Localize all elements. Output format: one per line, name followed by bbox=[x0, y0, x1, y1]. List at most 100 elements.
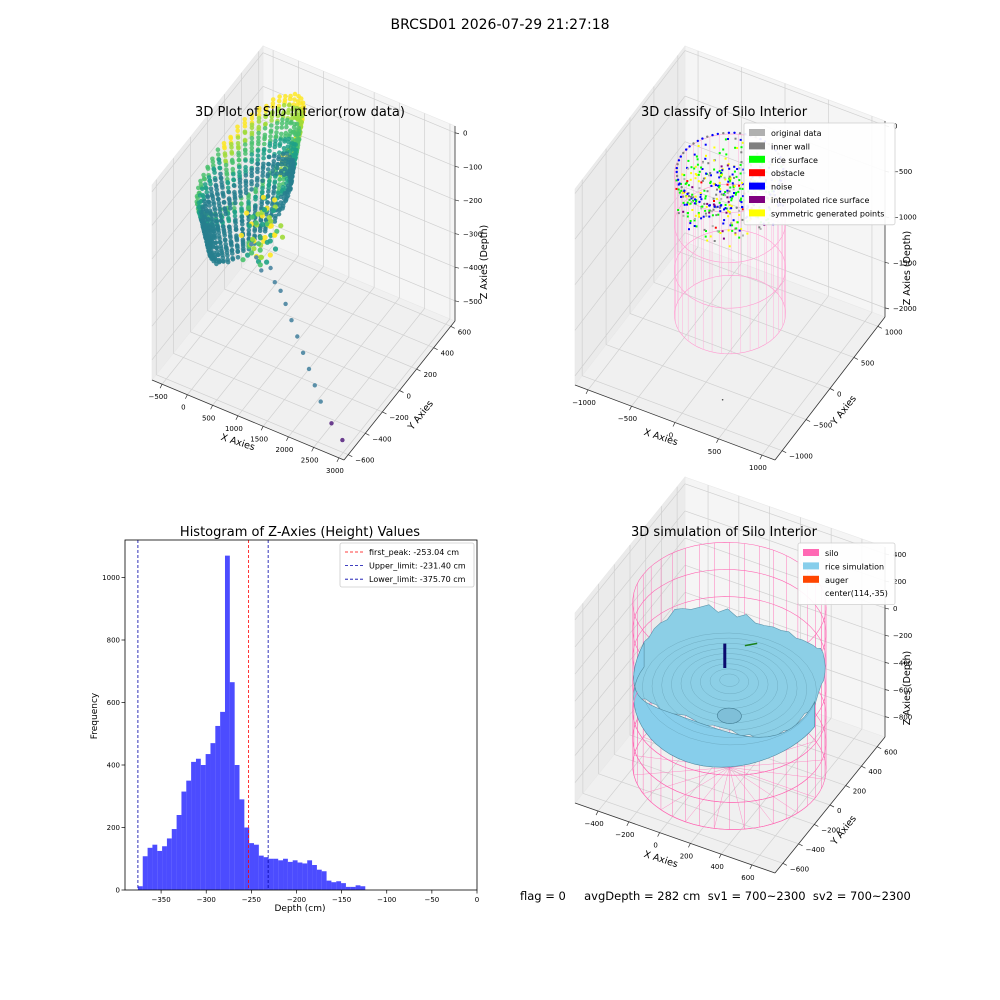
raw-point bbox=[242, 142, 248, 147]
hist-bar bbox=[307, 860, 313, 890]
classify-point bbox=[705, 154, 707, 157]
raw-point bbox=[261, 151, 267, 156]
raw-point bbox=[249, 187, 254, 192]
raw-point bbox=[288, 120, 294, 126]
raw-point bbox=[203, 203, 208, 209]
classify-point bbox=[709, 180, 712, 183]
classify-point bbox=[759, 227, 762, 230]
panel-histogram: Histogram of Z-Axies (Height) Values −35… bbox=[90, 525, 479, 914]
raw-point bbox=[215, 224, 221, 230]
raw-point bbox=[237, 180, 243, 186]
hist-bar bbox=[186, 780, 192, 891]
classify-point bbox=[709, 182, 712, 184]
classify-point bbox=[727, 138, 729, 140]
classify-point bbox=[704, 143, 707, 146]
raw-point bbox=[255, 148, 261, 153]
classify-x-tick-label: −500 bbox=[618, 415, 637, 423]
hist-bar bbox=[283, 858, 288, 890]
classify-point bbox=[695, 225, 698, 228]
classify-point bbox=[724, 194, 727, 197]
classify-point bbox=[722, 237, 725, 240]
sim-z-grid bbox=[574, 537, 686, 675]
classify-point bbox=[741, 187, 744, 190]
hist-legend-entry: Lower_limit: -375.70 cm bbox=[369, 575, 466, 584]
raw-x-tick bbox=[286, 436, 289, 441]
raw-outlier-point bbox=[272, 280, 277, 285]
raw-point bbox=[283, 93, 288, 99]
sim-silo-spoke bbox=[643, 767, 730, 794]
classify-point bbox=[732, 186, 735, 188]
raw-outlier-point bbox=[329, 421, 334, 426]
hist-bar bbox=[254, 844, 259, 890]
classify-point bbox=[702, 215, 705, 218]
raw-point bbox=[291, 125, 297, 130]
raw-outlier-point bbox=[306, 366, 312, 372]
classify-point bbox=[729, 224, 732, 227]
sim-y-tick bbox=[814, 824, 819, 827]
raw-y-axis-label: Y Axies bbox=[405, 398, 435, 433]
sim-y-tick-label: −400 bbox=[806, 846, 825, 854]
raw-point bbox=[220, 185, 225, 190]
classify-point bbox=[689, 202, 692, 205]
raw-point bbox=[259, 190, 265, 196]
sim-legend-entry: auger bbox=[825, 576, 849, 585]
raw-point bbox=[253, 197, 258, 202]
panel-classify: −1000 −500 0 500 1000 −1000 −500 0 500 1000 −2000 −… bbox=[572, 45, 917, 472]
classify-point bbox=[740, 181, 743, 184]
raw-outlier-point bbox=[249, 242, 254, 247]
classify-rim-point bbox=[701, 137, 704, 140]
classify-point bbox=[700, 207, 703, 210]
raw-chart-title: 3D Plot of Silo Interior(row data) bbox=[195, 105, 405, 120]
classify-point bbox=[689, 178, 692, 181]
raw-point bbox=[216, 196, 221, 202]
raw-point bbox=[275, 165, 280, 171]
raw-point bbox=[266, 161, 271, 167]
classify-point bbox=[716, 230, 719, 233]
classify-legend-entry: symmetric generated points bbox=[771, 209, 884, 218]
raw-point bbox=[216, 230, 222, 235]
sim-z-tick-label: 0 bbox=[893, 605, 897, 613]
raw-point bbox=[206, 199, 212, 205]
sim-legend-entry: silo bbox=[825, 549, 839, 558]
classify-point bbox=[735, 175, 738, 178]
classify-legend-entry: interpolated rice surface bbox=[771, 196, 869, 205]
classify-point bbox=[687, 192, 690, 195]
raw-point bbox=[223, 162, 229, 168]
hist-bar bbox=[302, 863, 308, 890]
classify-point bbox=[730, 199, 733, 202]
raw-x-tick bbox=[235, 415, 239, 420]
raw-z-grid bbox=[262, 186, 456, 268]
classify-point bbox=[742, 168, 745, 171]
classify-point bbox=[678, 191, 681, 194]
raw-point bbox=[239, 218, 245, 223]
hist-bar bbox=[321, 871, 327, 890]
classify-point bbox=[689, 222, 692, 225]
auger-arm-mark bbox=[744, 642, 758, 647]
raw-z-tick-label: −400 bbox=[463, 264, 482, 272]
classify-legend-entry: inner wall bbox=[771, 142, 810, 151]
raw-y-tick-label: 0 bbox=[407, 393, 411, 401]
classify-point bbox=[713, 204, 716, 207]
raw-point bbox=[237, 165, 242, 170]
raw-point bbox=[249, 167, 254, 172]
raw-point bbox=[249, 112, 255, 118]
sim-z-tick-label: 200 bbox=[893, 578, 906, 586]
raw-z-tick bbox=[454, 233, 460, 235]
classify-z-tick-label: −1000 bbox=[893, 214, 917, 222]
raw-point bbox=[212, 232, 218, 237]
classify-point bbox=[716, 205, 719, 208]
hist-bar bbox=[142, 856, 148, 890]
raw-point bbox=[263, 114, 268, 120]
classify-point bbox=[704, 209, 707, 212]
classify-rim-point bbox=[686, 192, 689, 196]
classify-rim-point bbox=[682, 151, 685, 155]
hist-bar bbox=[341, 883, 346, 891]
classify-point bbox=[731, 182, 734, 185]
classify-point bbox=[726, 192, 729, 194]
raw-point bbox=[277, 143, 283, 148]
raw-point bbox=[255, 141, 261, 147]
sim-z-grid bbox=[574, 592, 686, 729]
classify-rim-point bbox=[683, 189, 686, 192]
sim-y-tick bbox=[845, 785, 850, 788]
hist-bar bbox=[355, 885, 361, 890]
